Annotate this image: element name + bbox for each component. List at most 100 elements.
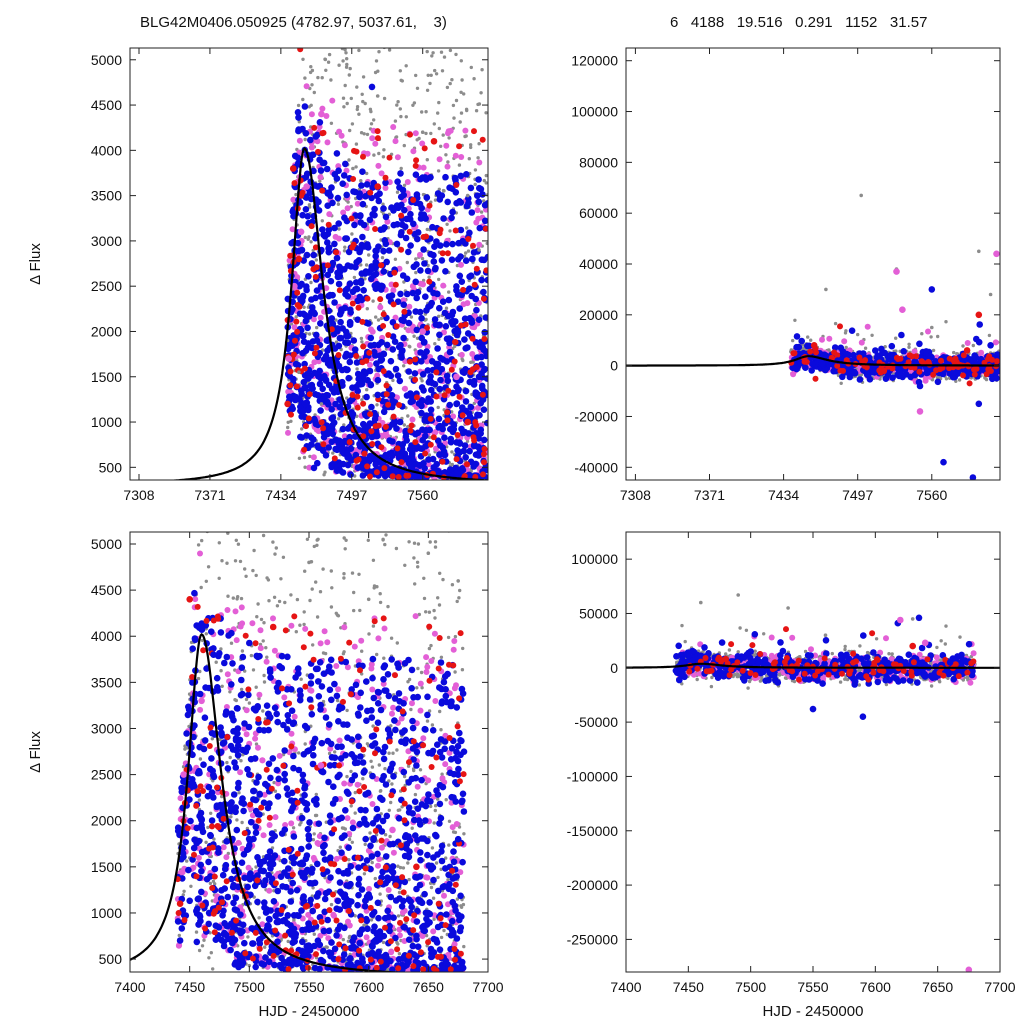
data-point — [311, 415, 318, 423]
data-point — [372, 412, 379, 419]
data-point — [399, 441, 407, 448]
data-point — [303, 432, 311, 439]
data-point — [252, 548, 256, 553]
data-point — [480, 295, 487, 302]
data-point — [837, 344, 845, 352]
data-point — [363, 357, 370, 364]
data-point — [371, 348, 378, 356]
data-point — [316, 123, 323, 130]
data-point — [309, 151, 317, 158]
data-point — [353, 359, 361, 366]
data-point — [346, 280, 354, 288]
data-point — [428, 81, 432, 86]
data-point — [380, 408, 388, 416]
data-point — [329, 97, 336, 104]
data-point — [864, 323, 871, 330]
data-point — [302, 305, 306, 309]
data-point — [791, 350, 798, 357]
data-point — [300, 407, 307, 415]
data-point — [399, 166, 403, 171]
data-point — [335, 163, 342, 170]
data-point — [361, 777, 365, 781]
data-point — [420, 379, 424, 383]
data-point — [449, 208, 456, 216]
data-point — [398, 69, 402, 73]
data-point — [436, 169, 441, 173]
data-point — [443, 358, 451, 365]
data-point — [478, 382, 486, 390]
data-point — [462, 454, 470, 461]
data-point — [475, 435, 483, 442]
data-point-magenta — [916, 408, 924, 415]
data-point — [336, 287, 343, 294]
data-point — [343, 48, 347, 52]
data-point — [382, 423, 389, 430]
data-point-blue — [453, 400, 460, 408]
data-point — [305, 340, 312, 347]
data-point — [363, 181, 371, 188]
data-point — [315, 325, 319, 330]
data-point — [461, 428, 469, 436]
data-point — [845, 351, 853, 359]
data-point — [447, 425, 454, 433]
y-tick-label: 3500 — [91, 188, 122, 204]
data-point — [462, 240, 469, 247]
data-point — [350, 122, 355, 126]
data-point — [377, 151, 381, 156]
data-point — [312, 90, 316, 95]
data-point — [351, 221, 358, 229]
data-point — [479, 136, 486, 143]
data-point — [398, 351, 405, 359]
data-point — [474, 207, 481, 214]
data-point — [369, 328, 376, 335]
data-point — [319, 385, 327, 393]
data-point — [338, 306, 345, 313]
data-point — [414, 73, 418, 78]
data-point-blue — [987, 342, 994, 349]
data-point — [420, 110, 424, 114]
data-point — [275, 604, 280, 608]
data-point — [374, 135, 381, 142]
data-point — [312, 932, 316, 936]
data-point — [410, 220, 417, 228]
data-point — [389, 333, 397, 340]
y-tick-label: 5000 — [91, 52, 122, 68]
data-point — [452, 152, 459, 159]
data-point — [423, 194, 431, 201]
data-point — [474, 192, 481, 199]
data-point — [407, 131, 413, 138]
data-point — [289, 419, 293, 423]
data-point — [395, 44, 398, 47]
data-point — [461, 336, 468, 343]
data-point — [399, 186, 407, 194]
data-point — [436, 156, 443, 163]
data-point — [402, 143, 406, 148]
data-point — [459, 59, 463, 63]
title-left: BLG42M0406.050925 (4782.97, 5037.61, 3) — [140, 14, 447, 31]
data-point — [363, 277, 367, 281]
data-point — [466, 378, 474, 386]
x-tick-label: 7308 — [620, 487, 651, 503]
data-point — [357, 279, 365, 287]
data-point — [377, 286, 385, 293]
data-point — [471, 360, 475, 364]
data-point — [310, 464, 318, 472]
data-point — [422, 293, 429, 301]
data-point — [409, 289, 417, 297]
plot-area — [626, 193, 1000, 480]
data-point — [793, 343, 800, 351]
data-point — [454, 52, 458, 57]
data-point — [439, 50, 444, 54]
data-point — [458, 351, 465, 358]
data-point — [347, 158, 351, 162]
data-point — [261, 533, 266, 538]
data-point — [360, 153, 366, 160]
data-point — [444, 153, 448, 157]
data-point — [429, 73, 433, 78]
data-point — [475, 412, 482, 419]
data-point — [288, 411, 294, 418]
data-point — [341, 214, 348, 221]
data-point — [348, 128, 352, 133]
data-point — [473, 182, 477, 187]
data-point — [344, 205, 351, 212]
